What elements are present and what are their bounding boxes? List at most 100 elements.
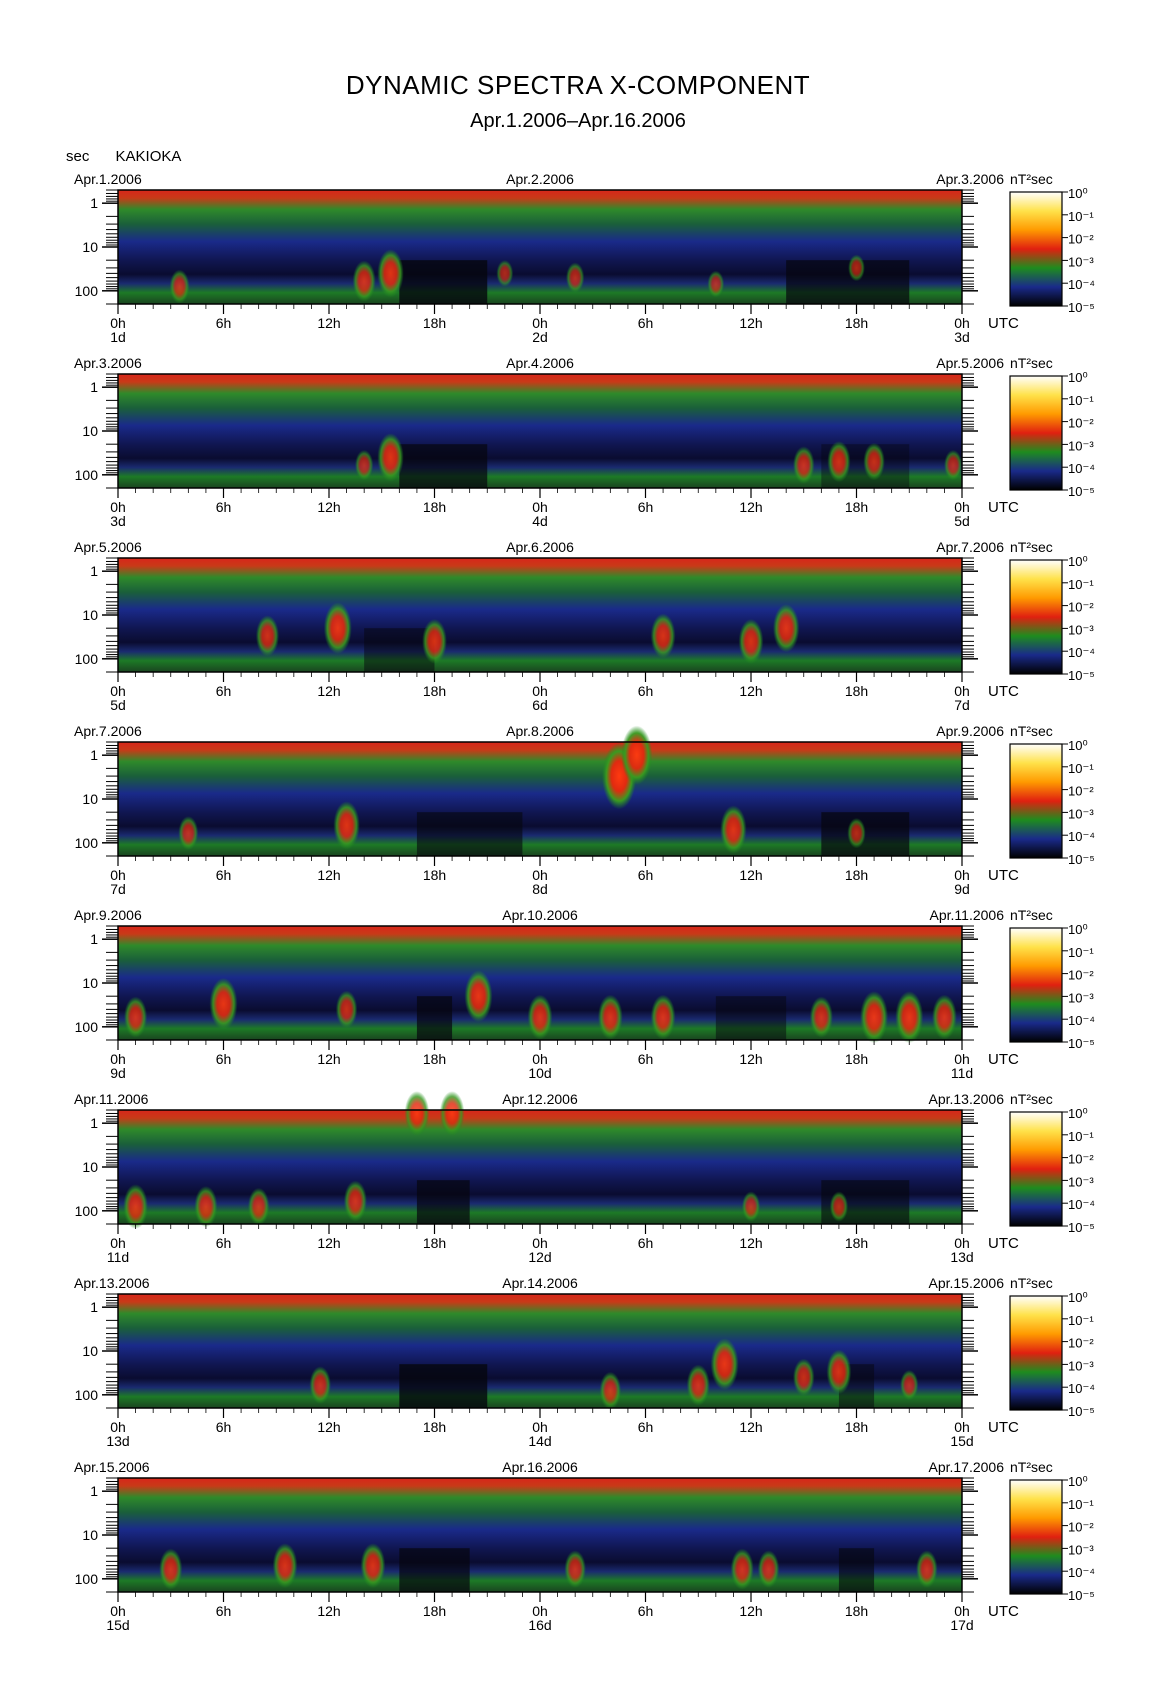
colorbar-tick-label: 10⁻² (1068, 1520, 1094, 1535)
x-tick-label: 12h (317, 499, 340, 515)
colorbar-tick-label: 10⁰ (1068, 370, 1088, 385)
colorbar-tick-label: 10⁻³ (1068, 1542, 1094, 1557)
pulsation-event (792, 1358, 815, 1397)
pulsation-event (352, 260, 376, 302)
date-label-mid: Apr.16.2006 (502, 1459, 578, 1475)
x-tick-label: 12h (739, 1603, 762, 1619)
colorbar-tick-label: 10⁻⁵ (1068, 852, 1095, 867)
pulsation-event (621, 725, 653, 785)
date-label-mid: Apr.12.2006 (502, 1091, 578, 1107)
colorbar-tick-label: 10⁻⁵ (1068, 1220, 1095, 1235)
y-tick-label: 10 (82, 975, 98, 991)
y-tick-label: 10 (82, 607, 98, 623)
x-tick-label: 0h (110, 315, 126, 331)
day-label-mid: 8d (532, 881, 548, 897)
colorbar-tick-label: 10⁻³ (1068, 438, 1094, 453)
x-tick-label: 0h (954, 499, 970, 515)
pulsation-event (730, 1548, 754, 1590)
y-tick-label: 100 (75, 467, 99, 483)
pulsation-event (209, 977, 238, 1030)
pulsation-event (564, 1550, 586, 1588)
spectrogram-background (118, 558, 962, 672)
day-label-right: 15d (950, 1433, 973, 1449)
y-tick-label: 1 (90, 931, 98, 947)
x-tick-label: 12h (317, 1603, 340, 1619)
date-label-right: Apr.15.2006 (928, 1275, 1004, 1291)
y-tick-label: 1 (90, 1299, 98, 1315)
x-tick-label: 0h (954, 1051, 970, 1067)
quiet-interval (399, 444, 488, 488)
x-tick-label: 18h (423, 499, 446, 515)
x-tick-label: 6h (216, 1603, 232, 1619)
date-label-left: Apr.3.2006 (74, 355, 142, 371)
x-tick-label: 0h (532, 1235, 548, 1251)
x-tick-label: 12h (739, 499, 762, 515)
colorbar-tick-label: 10⁻⁴ (1068, 645, 1095, 660)
quiet-interval (715, 996, 787, 1040)
day-label-mid: 2d (532, 329, 548, 345)
pulsation-event (738, 618, 764, 664)
utc-label: UTC (988, 683, 1019, 700)
x-tick-label: 0h (954, 1235, 970, 1251)
colorbar-tick-label: 10⁻² (1068, 784, 1094, 799)
colorbar (1009, 1111, 1063, 1227)
x-tick-label: 6h (638, 1051, 654, 1067)
x-tick-label: 6h (216, 499, 232, 515)
day-label-right: 9d (954, 881, 970, 897)
day-label-left: 11d (107, 1249, 129, 1265)
x-tick-label: 18h (845, 1419, 868, 1435)
day-label-mid: 4d (532, 513, 548, 529)
date-label-mid: Apr.8.2006 (506, 723, 574, 739)
y-tick-label: 1 (90, 1115, 98, 1131)
colorbar-tick-label: 10⁰ (1068, 554, 1088, 569)
day-label-right: 13d (950, 1249, 973, 1265)
x-tick-label: 6h (216, 315, 232, 331)
x-tick-label: 12h (739, 1419, 762, 1435)
pulsation-event (178, 816, 199, 851)
x-tick-label: 12h (739, 1051, 762, 1067)
y-tick-label: 10 (82, 423, 98, 439)
pulsation-event (377, 433, 404, 482)
x-tick-label: 6h (216, 1235, 232, 1251)
pulsation-event (123, 996, 148, 1038)
pulsation-event (159, 1548, 183, 1590)
colorbar-tick-label: 10⁻⁴ (1068, 1381, 1095, 1396)
pulsation-event (848, 254, 865, 282)
x-tick-label: 6h (638, 315, 654, 331)
x-tick-label: 18h (845, 1051, 868, 1067)
date-label-left: Apr.11.2006 (74, 1091, 149, 1107)
colorbar-tick-label: 10⁻¹ (1068, 1313, 1094, 1328)
pulsation-event (900, 1369, 919, 1401)
x-tick-label: 6h (638, 867, 654, 883)
colorbar-unit-label: nT²sec (1010, 723, 1053, 739)
chart-subtitle: Apr.1.2006–Apr.16.2006 (470, 110, 686, 132)
pulsation-event (377, 249, 404, 298)
date-label-right: Apr.3.2006 (936, 171, 1004, 187)
y-tick-label: 100 (75, 1203, 99, 1219)
colorbar (1009, 375, 1063, 491)
x-tick-label: 0h (532, 1051, 548, 1067)
colorbar-tick-label: 10⁻⁵ (1068, 300, 1095, 315)
x-tick-label: 18h (845, 499, 868, 515)
quiet-interval (399, 1364, 488, 1408)
pulsation-event (599, 1371, 622, 1410)
spectrogram-background (118, 1478, 962, 1592)
pulsation-event (343, 1180, 367, 1222)
pulsation-event (597, 994, 623, 1040)
y-tick-label: 10 (82, 239, 98, 255)
colorbar-unit-label: nT²sec (1010, 1091, 1053, 1107)
date-label-left: Apr.7.2006 (74, 723, 142, 739)
colorbar-tick-label: 10⁻⁵ (1068, 1404, 1095, 1419)
x-tick-label: 18h (423, 1603, 446, 1619)
pulsation-event (323, 602, 352, 655)
x-tick-label: 6h (638, 1419, 654, 1435)
date-label-right: Apr.17.2006 (928, 1459, 1004, 1475)
day-label-left: 15d (106, 1617, 129, 1633)
date-label-left: Apr.13.2006 (74, 1275, 150, 1291)
station-name: KAKIOKA (115, 148, 182, 165)
pulsation-event (565, 262, 585, 293)
colorbar-tick-label: 10⁻⁵ (1068, 668, 1095, 683)
pulsation-event (272, 1543, 298, 1589)
x-tick-label: 6h (638, 1235, 654, 1251)
